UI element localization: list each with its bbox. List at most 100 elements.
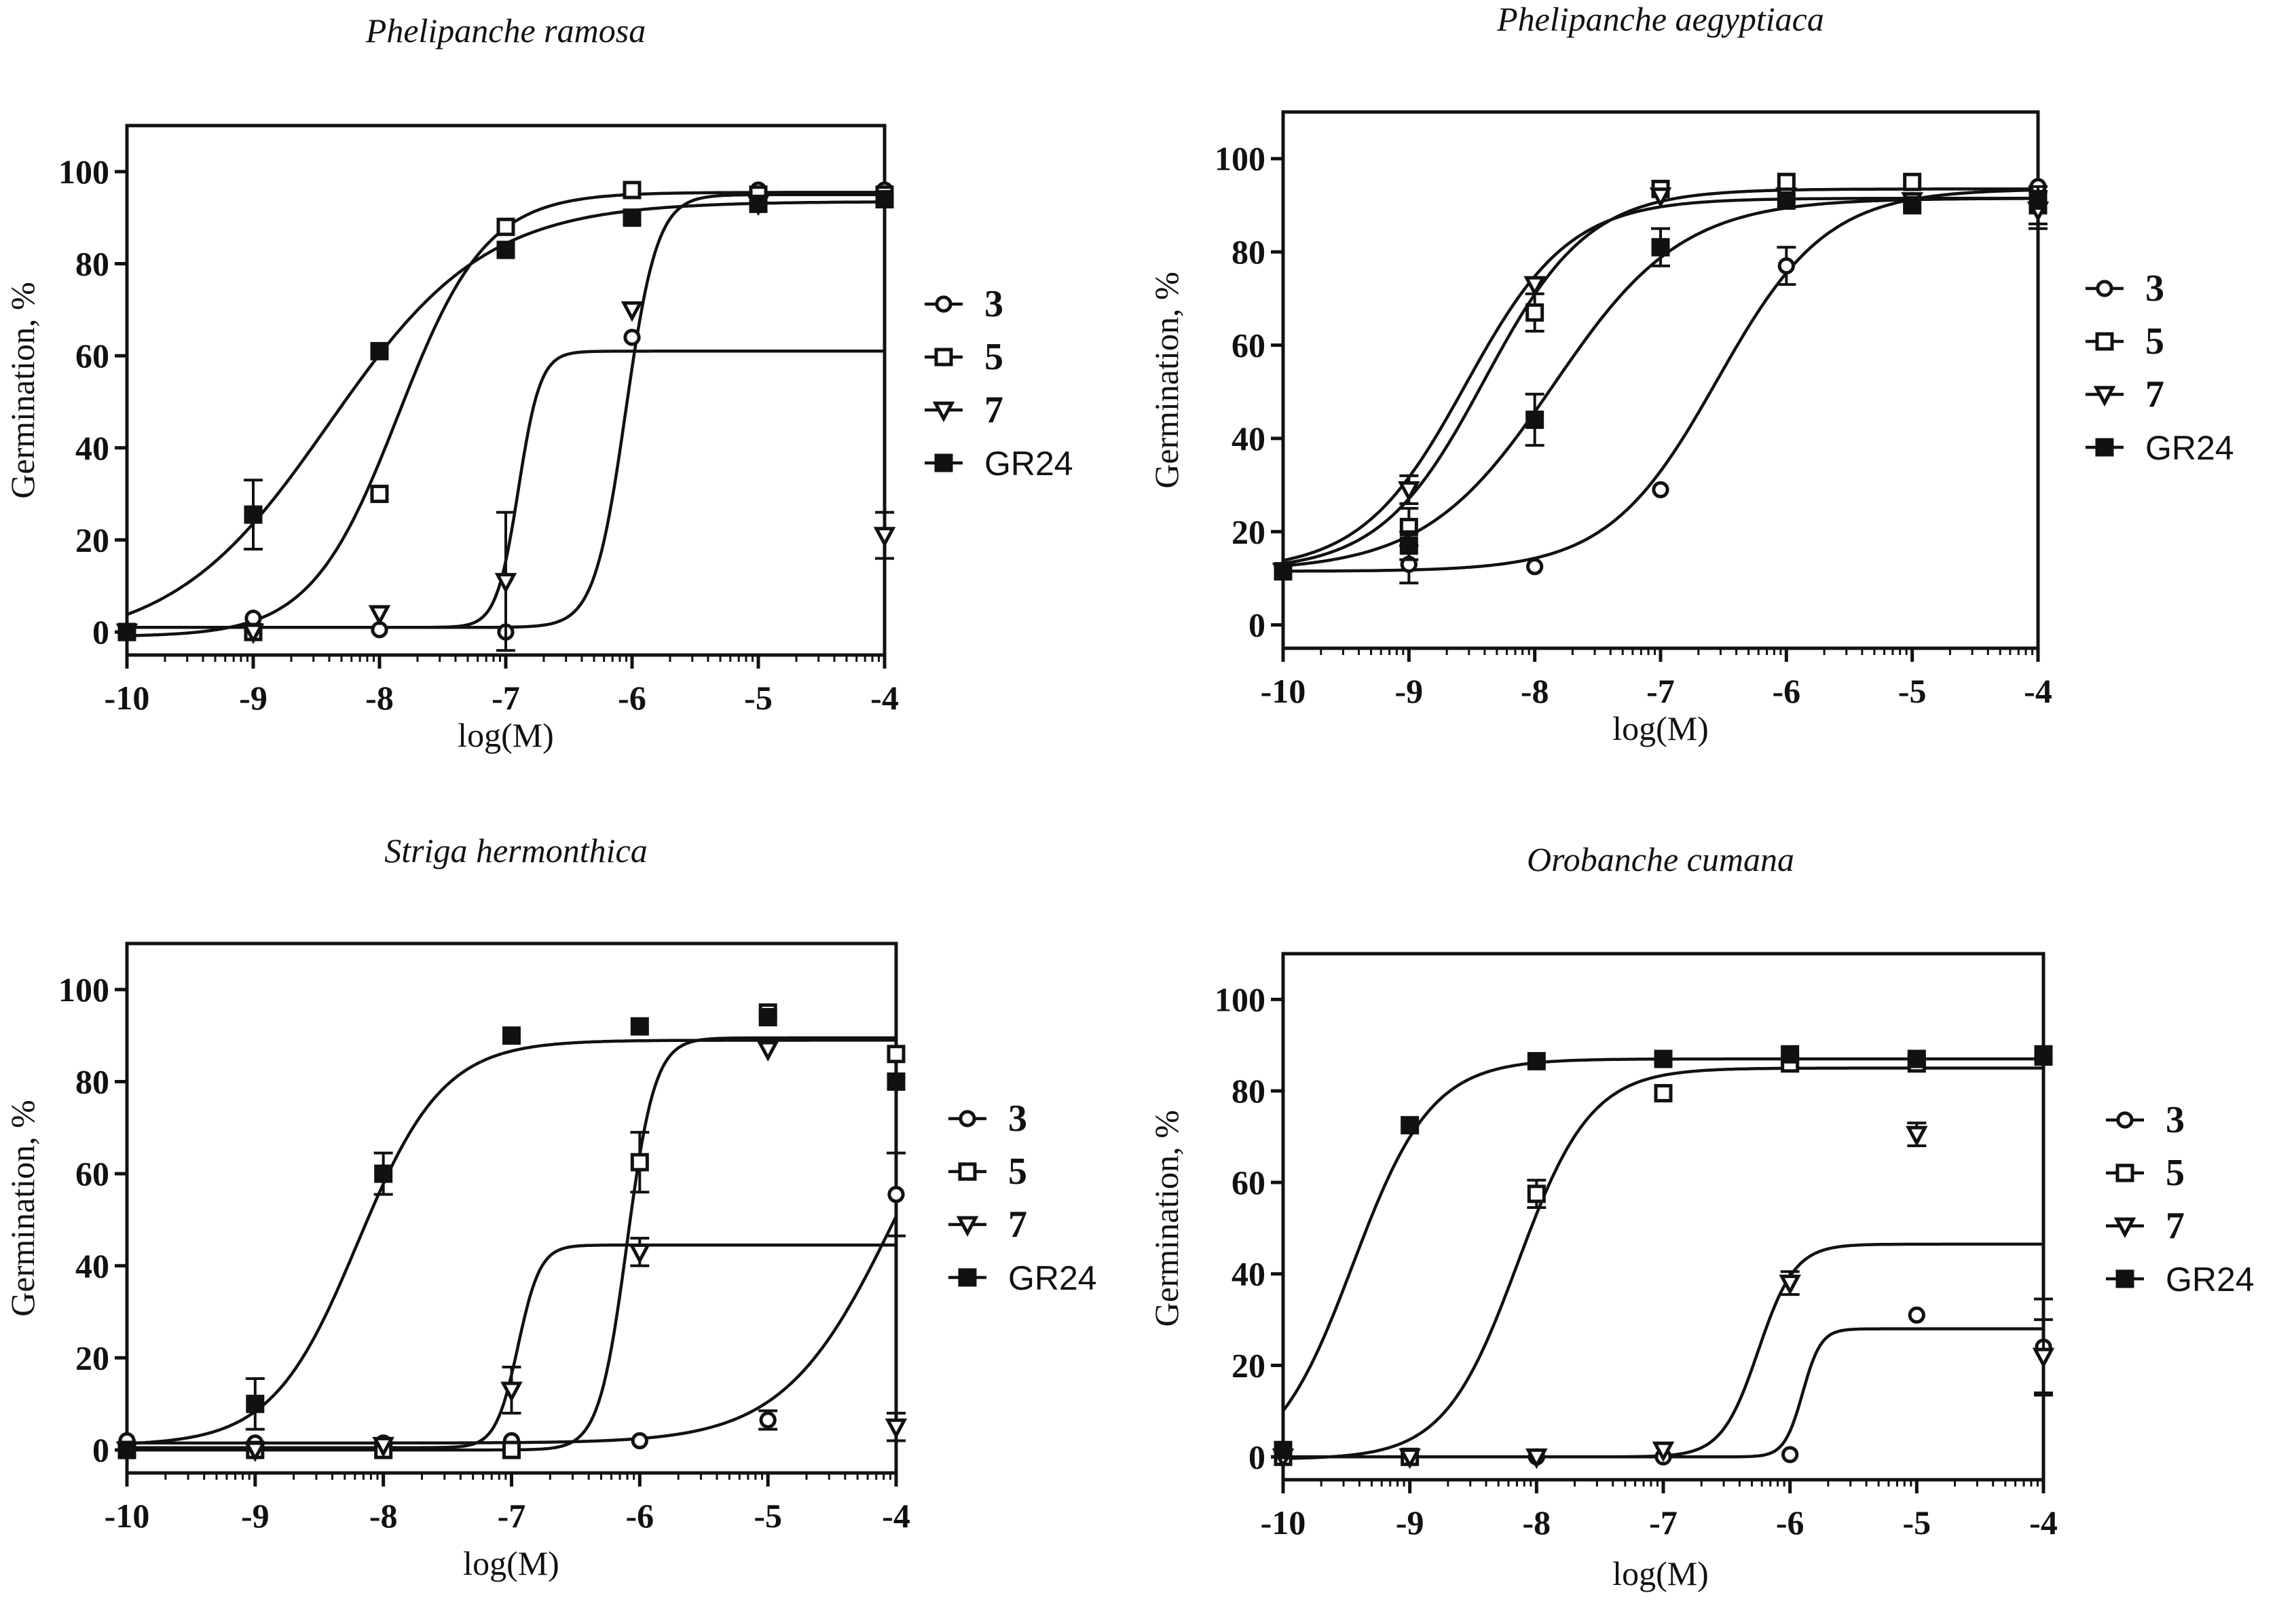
data-point-7 [756, 1041, 779, 1062]
y-tick-label: 60 [1232, 1163, 1265, 1201]
data-point-7 [1399, 1448, 1421, 1470]
data-point-gr24 [2034, 1045, 2053, 1064]
x-tick-label: -8 [365, 679, 394, 717]
data-point-5 [1777, 172, 1796, 191]
y-tick-label: 80 [1232, 233, 1265, 271]
data-point-7 [629, 1244, 651, 1265]
data-point-gr24 [2029, 191, 2048, 210]
data-point-3 [759, 1411, 777, 1429]
y-tick-label: 60 [1232, 326, 1265, 364]
legend-marker-5 [2115, 1163, 2134, 1182]
x-tick-label: -8 [369, 1497, 398, 1535]
legend-label: 7 [2166, 1205, 2185, 1247]
legend-label: 7 [984, 389, 1003, 431]
x-tick-label: -5 [754, 1497, 782, 1535]
legend-marker-5 [958, 1162, 977, 1181]
legend-marker-5 [934, 348, 953, 367]
data-point-5 [630, 1153, 649, 1172]
data-point-gr24 [1274, 562, 1293, 581]
legend-label: 7 [1008, 1203, 1027, 1246]
x-tick-label: -4 [2029, 1504, 2058, 1542]
chart-panel-3: Striga hermonthica 0 20 40 60 80 100 -10 -9 -8 -7 -… [3, 832, 1097, 1582]
y-tick-label: 100 [1215, 140, 1265, 178]
data-point-5 [370, 485, 389, 504]
x-axis-label: log(M) [1612, 709, 1709, 747]
data-point-gr24 [887, 1072, 906, 1091]
legend-label: GR24 [984, 445, 1073, 483]
data-point-gr24 [1781, 1045, 1800, 1064]
y-axis-label: Germination, % [1147, 1110, 1185, 1326]
x-tick-label: -10 [1261, 1504, 1306, 1542]
y-axis-label: Germination, % [3, 282, 41, 498]
data-point-gr24 [117, 622, 136, 641]
data-point-gr24 [374, 1164, 393, 1183]
y-axis-label: Germination, % [1147, 272, 1185, 488]
data-point-5 [496, 217, 515, 236]
y-tick-label: 0 [92, 613, 109, 651]
legend-marker-3 [2096, 280, 2113, 297]
y-tick-label: 100 [58, 153, 109, 191]
data-point-3 [1781, 1446, 1799, 1463]
data-point-gr24 [749, 194, 768, 213]
data-point-5 [623, 181, 642, 200]
x-tick-label: -4 [870, 679, 899, 717]
data-point-7 [1649, 187, 1672, 208]
data-point-7 [372, 1436, 394, 1458]
x-tick-label: -6 [626, 1497, 654, 1535]
data-point-gr24 [1525, 410, 1544, 429]
data-point-7 [885, 1418, 908, 1440]
fit-curve-7 [1283, 1242, 2043, 1459]
x-tick-label: -4 [882, 1497, 910, 1535]
fit-curve-5 [1282, 1066, 2043, 1460]
data-point-3 [887, 1186, 905, 1203]
y-tick-label: 20 [1232, 1347, 1265, 1385]
data-point-gr24 [630, 1017, 649, 1036]
data-point-7 [2032, 1347, 2055, 1368]
y-tick-label: 0 [1248, 606, 1265, 644]
legend-label: GR24 [1008, 1259, 1097, 1297]
legend-marker-7 [932, 401, 955, 422]
x-tick-label: -7 [492, 679, 520, 717]
y-tick-label: 40 [75, 429, 109, 467]
data-point-7 [1525, 1448, 1548, 1470]
data-point-7 [242, 623, 265, 645]
y-tick-label: 60 [75, 1155, 109, 1193]
x-axis-label: log(M) [458, 716, 554, 754]
x-tick-label: -10 [105, 679, 150, 717]
data-point-7 [1523, 276, 1546, 297]
data-point-gr24 [496, 240, 515, 259]
data-point-gr24 [1527, 1051, 1546, 1070]
fit-curve-3 [1283, 1327, 2043, 1459]
data-point-7 [873, 527, 896, 548]
data-point-5 [502, 1440, 521, 1459]
y-tick-label: 40 [1232, 1255, 1265, 1293]
data-point-3 [631, 1432, 648, 1450]
x-tick-label: -6 [1776, 1504, 1804, 1542]
chart-panel-2: Phelipanche aegyptiaca 0 20 40 60 80 100 -10 -9 -… [1147, 0, 2234, 747]
legend-marker-7 [956, 1216, 979, 1237]
x-tick-label: -9 [1396, 1504, 1424, 1542]
data-point-3 [623, 329, 641, 346]
x-tick-label: -10 [1261, 672, 1306, 710]
data-point-5 [1527, 1184, 1546, 1203]
data-point-gr24 [246, 1394, 265, 1413]
data-point-7 [1652, 1441, 1675, 1463]
chart-panel-1: Phelipanche ramosa 0 20 40 60 80 100 -10 -9 -8 -7 -… [3, 12, 1073, 754]
legend-marker-gr24 [934, 453, 953, 472]
x-tick-label: -9 [1395, 672, 1424, 710]
data-point-3 [1908, 1306, 1925, 1324]
chart-title: Phelipanche aegyptiaca [1496, 0, 1824, 38]
y-tick-label: 0 [92, 1431, 109, 1469]
y-tick-label: 80 [1232, 1072, 1265, 1110]
data-point-7 [1398, 481, 1420, 502]
data-point-7 [1779, 1274, 1801, 1296]
data-point-gr24 [370, 341, 389, 360]
legend: 3 5 7 GR24 [925, 283, 1073, 483]
data-point-7 [621, 301, 644, 322]
y-tick-label: 100 [1215, 980, 1265, 1018]
legend-marker-gr24 [2115, 1269, 2134, 1288]
y-tick-label: 0 [1248, 1438, 1265, 1476]
legend-label: 3 [1008, 1098, 1027, 1140]
legend-marker-gr24 [958, 1268, 977, 1287]
legend-label: 3 [2145, 267, 2164, 310]
